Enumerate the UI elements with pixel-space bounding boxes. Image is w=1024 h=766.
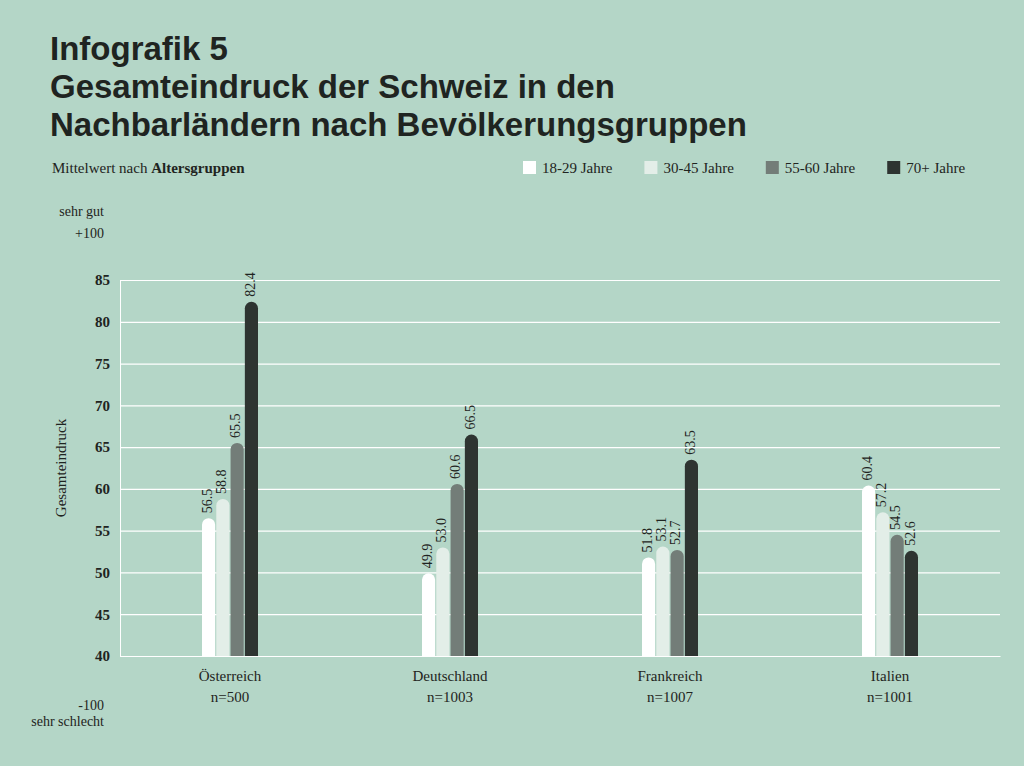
bar xyxy=(202,518,215,656)
legend-item: 30-45 Jahre xyxy=(644,160,734,176)
legend-label: 18-29 Jahre xyxy=(542,160,613,176)
annotation: sehr gut xyxy=(59,204,104,219)
chart: Infografik 5Gesamteindruck der Schweiz i… xyxy=(0,0,1024,766)
data-label: 54.5 xyxy=(888,505,903,530)
legend-swatch xyxy=(644,161,657,174)
title: Infografik 5Gesamteindruck der Schweiz i… xyxy=(50,30,747,143)
y-tick-label: 75 xyxy=(95,356,110,372)
y-tick: 85 xyxy=(95,272,1000,288)
bar xyxy=(905,551,918,656)
y-tick-label: 65 xyxy=(95,439,110,455)
y-tick-label: 50 xyxy=(95,565,110,581)
bar xyxy=(245,302,258,656)
data-label: 60.6 xyxy=(448,454,463,479)
y-tick-label: 70 xyxy=(95,398,110,414)
y-tick-label: 85 xyxy=(95,272,110,288)
data-label: 63.5 xyxy=(683,430,698,455)
legend-swatch xyxy=(887,161,900,174)
data-label: 66.5 xyxy=(463,405,478,430)
bar xyxy=(876,512,889,656)
subtitle-part: Altersgruppen xyxy=(151,160,245,176)
legend-label: 30-45 Jahre xyxy=(663,160,734,176)
bar xyxy=(642,557,655,656)
data-labels: 56.5 49.9 51.8 60.4 58.8 53.0 53.1 57.2 65.5 60.6… xyxy=(200,272,918,568)
legend-item: 70+ Jahre xyxy=(887,160,965,176)
x-axis: Österreich n=500 Deutschland n=1003 Frankrei… xyxy=(121,657,1001,706)
x-tick-label-line: n=1003 xyxy=(427,689,473,705)
data-label: 57.2 xyxy=(874,483,889,508)
x-tick: Deutschland n=1003 xyxy=(413,668,488,706)
x-tick-label-line: n=1001 xyxy=(867,689,913,705)
data-label: 56.5 xyxy=(200,489,215,514)
data-label: 65.5 xyxy=(228,413,243,438)
data-label: 58.8 xyxy=(214,469,229,494)
x-tick-label-line: Österreich xyxy=(199,668,262,684)
x-tick-label: Deutschland n=1003 xyxy=(413,668,488,706)
x-tick-label-line: n=500 xyxy=(211,689,249,705)
x-tick: Italien n=1001 xyxy=(867,668,913,706)
y-tick: 70 xyxy=(95,398,1000,414)
bar xyxy=(671,550,684,656)
y-tick-label: 45 xyxy=(95,607,110,623)
y-axis-line xyxy=(120,281,121,657)
subtitle: Mittelwert nach Altersgruppen xyxy=(52,160,245,176)
y-tick-label: 40 xyxy=(95,648,110,664)
bars xyxy=(202,302,918,656)
title-line: Infografik 5 xyxy=(50,30,228,67)
x-tick-label: Italien n=1001 xyxy=(867,668,913,706)
grid-line xyxy=(120,656,1000,657)
legend-swatch xyxy=(523,161,536,174)
data-label: 53.1 xyxy=(654,517,669,542)
legend: 18-29 Jahre 30-45 Jahre 55-60 Jahre 70+ Jah… xyxy=(523,160,965,176)
subtitle-part: Mittelwert nach xyxy=(52,160,151,176)
x-tick-label-line: Frankreich xyxy=(638,668,703,684)
title-line: Gesamteindruck der Schweiz in den xyxy=(50,68,615,105)
x-axis-line xyxy=(121,656,1001,657)
bar xyxy=(216,499,229,656)
bar xyxy=(862,486,875,656)
y-tick: 75 xyxy=(95,356,1000,372)
x-tick-label: Österreich n=500 xyxy=(199,668,262,706)
data-label: 53.0 xyxy=(434,518,449,543)
annotation: -100 xyxy=(78,698,104,713)
y-tick-label: 80 xyxy=(95,314,110,330)
bar xyxy=(231,443,244,656)
bar xyxy=(465,435,478,656)
background xyxy=(0,0,1024,766)
legend-item: 18-29 Jahre xyxy=(523,160,613,176)
bar xyxy=(422,573,435,656)
annotation: +100 xyxy=(75,226,104,241)
y-tick-label: 55 xyxy=(95,523,110,539)
data-label: 52.7 xyxy=(668,520,683,545)
legend-item: 55-60 Jahre xyxy=(766,160,856,176)
legend-label: 70+ Jahre xyxy=(906,160,965,176)
y-tick: 80 xyxy=(95,314,1000,330)
x-tick: Österreich n=500 xyxy=(199,668,262,706)
x-tick-label-line: Deutschland xyxy=(413,668,488,684)
data-label: 49.9 xyxy=(420,544,435,569)
data-label: 82.4 xyxy=(243,272,258,297)
bar xyxy=(451,484,464,656)
bar xyxy=(685,460,698,656)
x-tick-label-line: Italien xyxy=(871,668,910,684)
y-tick-label: 60 xyxy=(95,481,110,497)
data-label: 60.4 xyxy=(860,456,875,481)
y-axis-title: Gesamteindruck xyxy=(53,418,69,517)
legend-swatch xyxy=(766,161,779,174)
bar xyxy=(891,535,904,656)
bar xyxy=(436,547,449,656)
x-tick-label: Frankreich n=1007 xyxy=(638,668,703,706)
data-label: 51.8 xyxy=(640,528,655,553)
x-tick: Frankreich n=1007 xyxy=(638,668,703,706)
data-label: 52.6 xyxy=(903,521,918,546)
annotation: sehr schlecht xyxy=(31,714,104,729)
legend-label: 55-60 Jahre xyxy=(785,160,856,176)
x-tick-label-line: n=1007 xyxy=(647,689,693,705)
title-line: Nachbarländern nach Bevölkerungsgruppen xyxy=(50,106,747,143)
bar xyxy=(656,547,669,656)
